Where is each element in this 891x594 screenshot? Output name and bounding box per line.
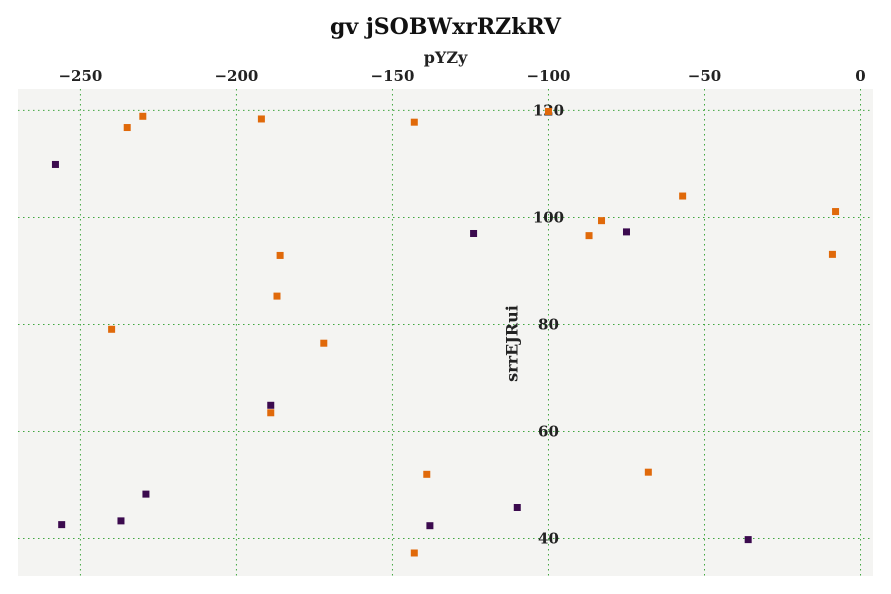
data-point-series-2 xyxy=(828,250,836,258)
x-tick-label: −250 xyxy=(58,67,102,85)
y-tick-label: 80 xyxy=(538,315,559,333)
data-point-series-1 xyxy=(426,522,434,530)
data-point-series-2 xyxy=(679,192,687,200)
data-point-series-2 xyxy=(108,325,116,333)
data-point-series-2 xyxy=(320,339,328,347)
plot-area xyxy=(18,89,873,576)
data-point-series-2 xyxy=(410,118,418,126)
data-points xyxy=(51,107,840,557)
x-tick-label: 0 xyxy=(855,67,865,85)
data-point-series-1 xyxy=(513,503,521,511)
data-point-series-2 xyxy=(410,549,418,557)
data-point-series-2 xyxy=(644,468,652,476)
data-point-series-2 xyxy=(273,292,281,300)
data-point-series-1 xyxy=(267,401,275,409)
data-point-series-2 xyxy=(544,107,552,115)
data-point-series-1 xyxy=(142,490,150,498)
x-axis-label: pYZy xyxy=(424,48,468,67)
data-point-series-2 xyxy=(585,232,593,240)
grid xyxy=(18,89,873,576)
data-point-series-2 xyxy=(423,470,431,478)
x-tick-label: −200 xyxy=(214,67,258,85)
data-point-series-2 xyxy=(267,409,275,417)
data-point-series-1 xyxy=(622,228,630,236)
x-tick-label: −100 xyxy=(527,67,571,85)
data-point-series-2 xyxy=(832,208,840,216)
data-point-series-1 xyxy=(744,536,752,544)
data-point-series-2 xyxy=(139,112,147,120)
x-tick-label: −150 xyxy=(371,67,415,85)
y-tick-labels: 406080100120 xyxy=(533,101,564,547)
y-axis-label: srrEJRui xyxy=(502,305,521,382)
y-tick-label: 100 xyxy=(533,208,564,226)
data-point-series-1 xyxy=(51,160,59,168)
data-point-series-2 xyxy=(257,115,265,123)
y-tick-label: 40 xyxy=(538,530,559,548)
data-point-series-2 xyxy=(598,217,606,225)
data-point-series-2 xyxy=(123,124,131,132)
data-point-series-1 xyxy=(58,521,66,529)
chart-title: gv jSOBWxrRZkRV xyxy=(330,14,562,40)
x-tick-label: −50 xyxy=(688,67,721,85)
data-point-series-1 xyxy=(470,229,478,237)
x-tick-labels: −250 −200 −150 −100 −50 0 xyxy=(58,67,865,85)
data-point-series-2 xyxy=(276,251,284,259)
y-tick-label: 60 xyxy=(538,423,559,441)
data-point-series-1 xyxy=(117,517,125,525)
